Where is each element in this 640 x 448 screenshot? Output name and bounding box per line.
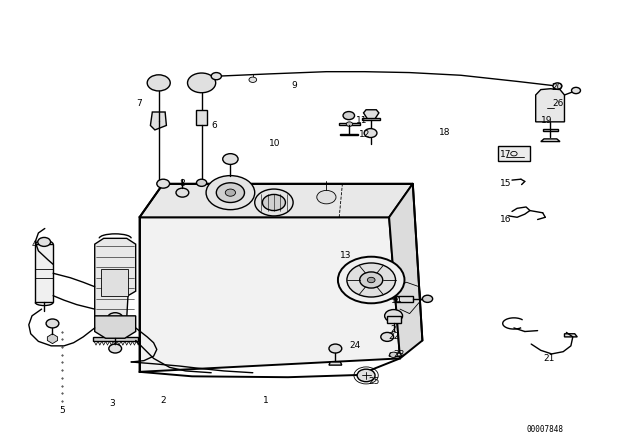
Text: 13: 13 xyxy=(340,251,351,260)
Circle shape xyxy=(370,292,383,301)
Circle shape xyxy=(108,313,123,323)
Circle shape xyxy=(360,272,383,288)
Circle shape xyxy=(216,183,244,202)
Circle shape xyxy=(553,83,562,89)
Circle shape xyxy=(347,263,396,297)
Circle shape xyxy=(385,310,403,322)
Circle shape xyxy=(157,179,170,188)
Circle shape xyxy=(346,122,353,126)
Bar xyxy=(498,146,530,161)
Polygon shape xyxy=(95,238,136,318)
Text: 21: 21 xyxy=(543,354,555,363)
Circle shape xyxy=(109,344,122,353)
Polygon shape xyxy=(541,139,560,142)
Text: 9: 9 xyxy=(292,81,297,90)
Circle shape xyxy=(196,179,207,186)
Circle shape xyxy=(343,112,355,120)
Circle shape xyxy=(188,73,216,93)
Text: 26: 26 xyxy=(552,99,564,108)
Polygon shape xyxy=(93,337,138,341)
Polygon shape xyxy=(150,112,166,130)
Text: 16: 16 xyxy=(500,215,511,224)
Text: 2: 2 xyxy=(161,396,166,405)
Polygon shape xyxy=(140,184,413,217)
Text: 7: 7 xyxy=(137,99,142,108)
Bar xyxy=(387,316,401,323)
Text: 11: 11 xyxy=(356,116,367,125)
Circle shape xyxy=(390,352,397,358)
Polygon shape xyxy=(95,316,136,338)
Polygon shape xyxy=(362,118,380,120)
Circle shape xyxy=(38,237,51,246)
Circle shape xyxy=(317,190,336,204)
Circle shape xyxy=(329,344,342,353)
Text: 14: 14 xyxy=(391,296,403,305)
Text: 2: 2 xyxy=(391,325,396,334)
Polygon shape xyxy=(564,334,577,337)
Text: 3: 3 xyxy=(109,399,115,408)
Polygon shape xyxy=(189,82,214,83)
Text: 5: 5 xyxy=(60,406,65,415)
Text: 20: 20 xyxy=(551,83,563,92)
Text: 8: 8 xyxy=(180,179,185,188)
Text: 00007848: 00007848 xyxy=(526,425,563,434)
Bar xyxy=(196,110,207,125)
Text: 10: 10 xyxy=(269,139,281,148)
Bar xyxy=(396,296,413,302)
Circle shape xyxy=(422,295,433,302)
Polygon shape xyxy=(339,123,360,125)
Polygon shape xyxy=(340,134,358,135)
Text: 18: 18 xyxy=(439,128,451,137)
Text: 24: 24 xyxy=(349,341,361,350)
Bar xyxy=(35,244,53,302)
Polygon shape xyxy=(140,217,400,372)
Text: 4: 4 xyxy=(31,240,36,249)
Circle shape xyxy=(338,257,404,303)
Polygon shape xyxy=(364,110,379,119)
Text: 6: 6 xyxy=(212,121,217,130)
Text: 23: 23 xyxy=(394,350,405,359)
Text: 19: 19 xyxy=(541,116,553,125)
Circle shape xyxy=(255,189,293,216)
Circle shape xyxy=(223,154,238,164)
Bar xyxy=(101,269,128,296)
Circle shape xyxy=(357,369,375,382)
Circle shape xyxy=(381,332,394,341)
Circle shape xyxy=(262,194,285,211)
Text: 25: 25 xyxy=(369,377,380,386)
Polygon shape xyxy=(389,184,422,358)
Circle shape xyxy=(572,87,580,94)
Circle shape xyxy=(249,77,257,82)
Polygon shape xyxy=(536,89,564,122)
Circle shape xyxy=(367,277,375,283)
Polygon shape xyxy=(329,362,342,365)
Polygon shape xyxy=(389,353,402,356)
Circle shape xyxy=(206,176,255,210)
Circle shape xyxy=(211,73,221,80)
Circle shape xyxy=(225,189,236,196)
Circle shape xyxy=(147,75,170,91)
Text: 15: 15 xyxy=(500,179,511,188)
Polygon shape xyxy=(543,129,558,131)
Polygon shape xyxy=(47,334,58,344)
Text: 1: 1 xyxy=(263,396,268,405)
Circle shape xyxy=(46,319,59,328)
Circle shape xyxy=(176,188,189,197)
Text: 17: 17 xyxy=(500,150,511,159)
Text: 12: 12 xyxy=(359,130,371,139)
Text: 22: 22 xyxy=(388,332,400,341)
Circle shape xyxy=(364,129,377,138)
